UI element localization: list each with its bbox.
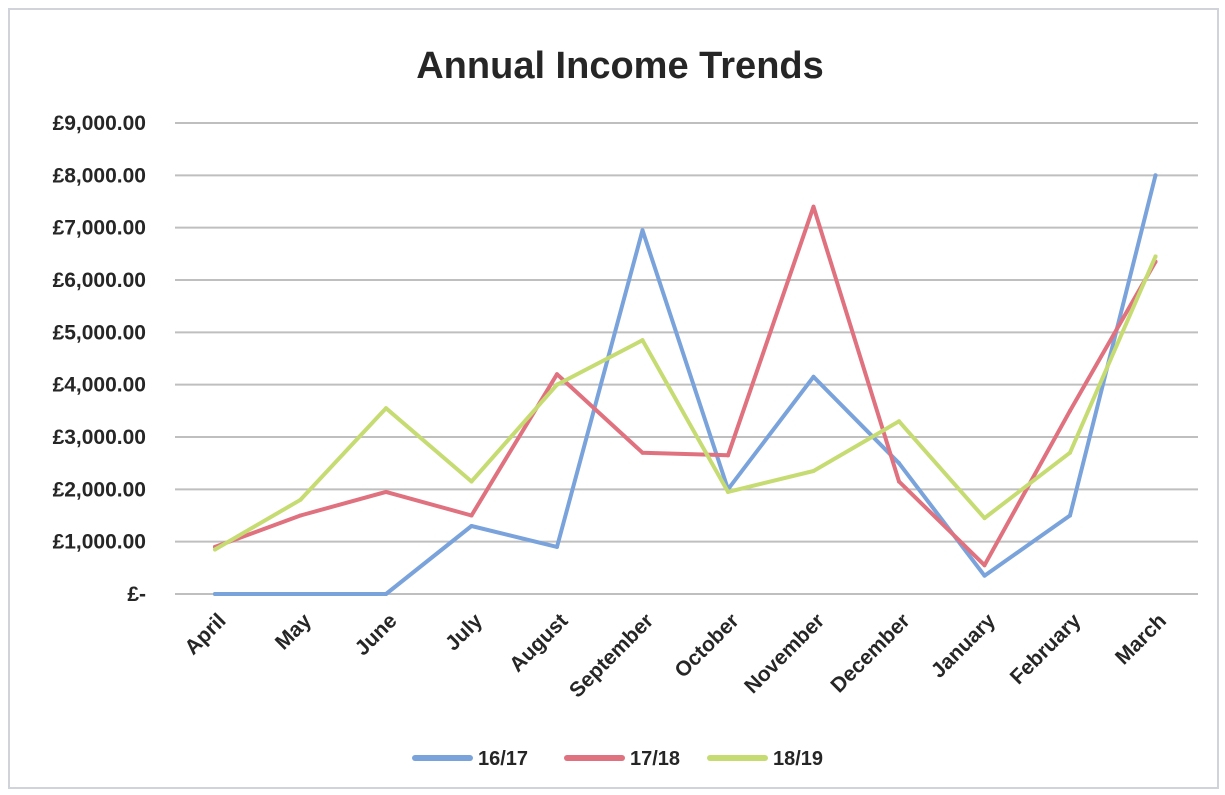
data-point (384, 489, 388, 494)
data-point (640, 338, 645, 343)
data-point (811, 469, 816, 474)
series-line (213, 254, 1158, 552)
series-18-19 (213, 254, 1158, 552)
legend-label: 17/18 (630, 748, 680, 770)
data-point (640, 450, 645, 455)
data-point (469, 479, 474, 484)
series-line (213, 173, 1158, 596)
data-point (897, 461, 901, 466)
data-point (726, 453, 730, 458)
y-tick-label: £3,000.00 (53, 426, 146, 449)
data-point (811, 374, 816, 379)
data-point (298, 513, 303, 518)
data-point (1153, 254, 1158, 259)
y-tick-label: £4,000.00 (53, 374, 146, 397)
data-point (384, 406, 388, 411)
legend-label: 18/19 (773, 748, 823, 770)
series-17-18 (213, 204, 1158, 568)
data-point (213, 547, 217, 552)
chart-frame (8, 8, 1219, 789)
y-tick-label: £7,000.00 (53, 217, 146, 240)
data-point (384, 592, 388, 596)
data-point (469, 523, 474, 528)
legend-item: 17/18 (564, 748, 680, 770)
data-point (982, 516, 987, 521)
legend: 16/17 17/18 18/19 (412, 748, 823, 770)
x-tick-label: November (740, 609, 829, 698)
chart-title: Annual Income Trends (416, 45, 824, 87)
data-point (811, 204, 816, 209)
data-point (1068, 450, 1072, 455)
data-point (469, 513, 474, 518)
series-16-17 (213, 173, 1158, 596)
x-tick-label: October (670, 609, 743, 682)
legend-item: 16/17 (412, 748, 528, 770)
data-point (897, 479, 901, 484)
data-point (1068, 513, 1072, 518)
data-point (1068, 408, 1072, 413)
y-tick-label: £- (127, 583, 146, 606)
x-tick-label: February (1006, 609, 1086, 689)
x-tick-label: July (441, 609, 487, 655)
x-tick-label: April (180, 609, 230, 659)
y-axis-tick-labels: £- £1,000.00 £2,000.00 £3,000.00 £4,000.00 £5… (53, 112, 146, 606)
x-tick-label: September (565, 609, 658, 702)
x-tick-label: March (1111, 609, 1171, 669)
y-tick-label: £2,000.00 (53, 478, 146, 501)
legend-label: 16/17 (478, 748, 528, 770)
data-point (555, 544, 559, 549)
data-point (726, 489, 730, 494)
y-tick-label: £1,000.00 (53, 531, 146, 554)
data-point (1153, 173, 1158, 178)
series-line (213, 204, 1158, 568)
y-tick-label: £9,000.00 (53, 112, 146, 135)
x-tick-label: December (826, 609, 914, 697)
x-tick-label: August (505, 609, 572, 676)
data-point (298, 497, 303, 502)
x-tick-label: May (271, 609, 316, 654)
y-tick-label: £8,000.00 (53, 164, 146, 187)
data-point (298, 592, 303, 596)
data-point (982, 573, 987, 578)
data-point (213, 592, 217, 596)
data-point (555, 382, 559, 387)
y-tick-label: £6,000.00 (53, 269, 146, 292)
data-point (555, 372, 559, 377)
legend-item: 18/19 (707, 748, 823, 770)
data-point (897, 419, 901, 424)
x-tick-label: June (351, 609, 402, 660)
series-lines (213, 173, 1158, 596)
data-point (982, 563, 987, 568)
x-tick-label: January (927, 609, 1000, 682)
y-tick-label: £5,000.00 (53, 321, 146, 344)
data-point (640, 228, 645, 233)
